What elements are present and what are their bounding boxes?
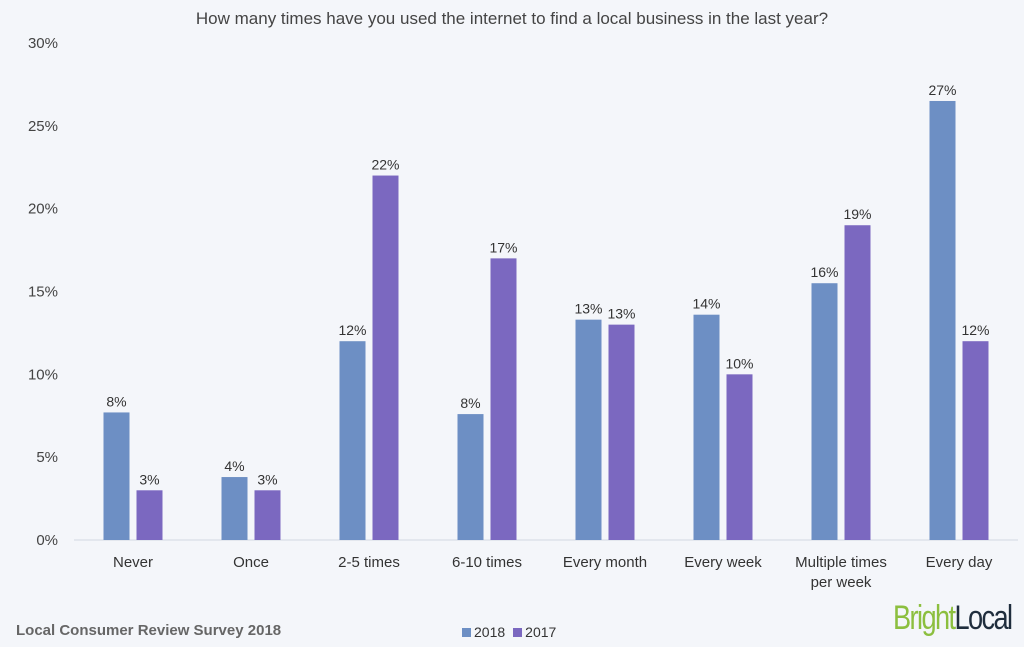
- data-label: 3%: [139, 471, 159, 487]
- y-tick-label: 25%: [28, 118, 58, 135]
- bar-2018[interactable]: [575, 319, 602, 540]
- x-tick-label: Never: [113, 554, 153, 571]
- y-tick-label: 30%: [28, 35, 58, 52]
- x-tick-label: Multiple times: [795, 554, 887, 571]
- data-label: 13%: [607, 306, 635, 322]
- x-tick-label: Every day: [926, 554, 993, 571]
- source-caption: Local Consumer Review Survey 2018: [16, 622, 282, 639]
- y-tick-label: 15%: [28, 284, 58, 301]
- bar-2017[interactable]: [136, 490, 163, 540]
- x-tick-label: 6-10 times: [452, 554, 522, 571]
- bar-2018[interactable]: [929, 100, 956, 540]
- bar-2018[interactable]: [339, 341, 366, 540]
- x-tick-label: 2-5 times: [338, 554, 400, 571]
- bar-2017[interactable]: [844, 225, 871, 540]
- bar-2018[interactable]: [811, 283, 838, 540]
- y-tick-label: 0%: [36, 532, 58, 549]
- data-label: 16%: [810, 264, 838, 280]
- legend-label: 2018: [474, 624, 506, 640]
- y-tick-label: 5%: [36, 449, 58, 466]
- chart-title: How many times have you used the interne…: [196, 9, 828, 28]
- bar-2018[interactable]: [457, 414, 484, 540]
- bar-2018[interactable]: [221, 477, 248, 540]
- data-label: 8%: [106, 393, 126, 409]
- bar-2017[interactable]: [490, 258, 517, 540]
- data-label: 12%: [338, 322, 366, 338]
- bar-2017[interactable]: [608, 324, 635, 540]
- bar-2018[interactable]: [693, 314, 720, 540]
- data-label: 19%: [843, 206, 871, 222]
- x-tick-label: Once: [233, 554, 269, 571]
- legend-item-2018[interactable]: 2018: [462, 624, 505, 640]
- data-label: 8%: [460, 395, 480, 411]
- bar-2017[interactable]: [962, 341, 989, 540]
- data-label: 4%: [224, 458, 244, 474]
- y-tick-label: 10%: [28, 366, 58, 383]
- data-label: 14%: [692, 296, 720, 312]
- legend-label: 2017: [525, 624, 557, 640]
- data-label: 3%: [257, 471, 277, 487]
- data-label: 17%: [489, 239, 517, 255]
- bar-2017[interactable]: [726, 374, 753, 540]
- x-tick-label: Every month: [563, 554, 647, 571]
- bar-2017[interactable]: [254, 490, 281, 540]
- legend: 2018 2017: [462, 624, 556, 640]
- data-label: 12%: [961, 322, 989, 338]
- data-label: 10%: [725, 355, 753, 371]
- legend-item-2017[interactable]: 2017: [513, 624, 556, 640]
- y-tick-label: 20%: [28, 201, 58, 218]
- bar-2018[interactable]: [103, 412, 130, 540]
- brightlocal-logo: BrightLocal: [893, 599, 1013, 637]
- data-label: 13%: [574, 301, 602, 317]
- legend-swatch-2017: [513, 627, 523, 637]
- x-tick-label: Every week: [684, 554, 762, 571]
- data-label: 22%: [371, 157, 399, 173]
- bar-2017[interactable]: [372, 175, 399, 541]
- data-label: 27%: [928, 82, 956, 98]
- x-tick-label: per week: [811, 574, 872, 591]
- legend-swatch-2018: [462, 627, 471, 637]
